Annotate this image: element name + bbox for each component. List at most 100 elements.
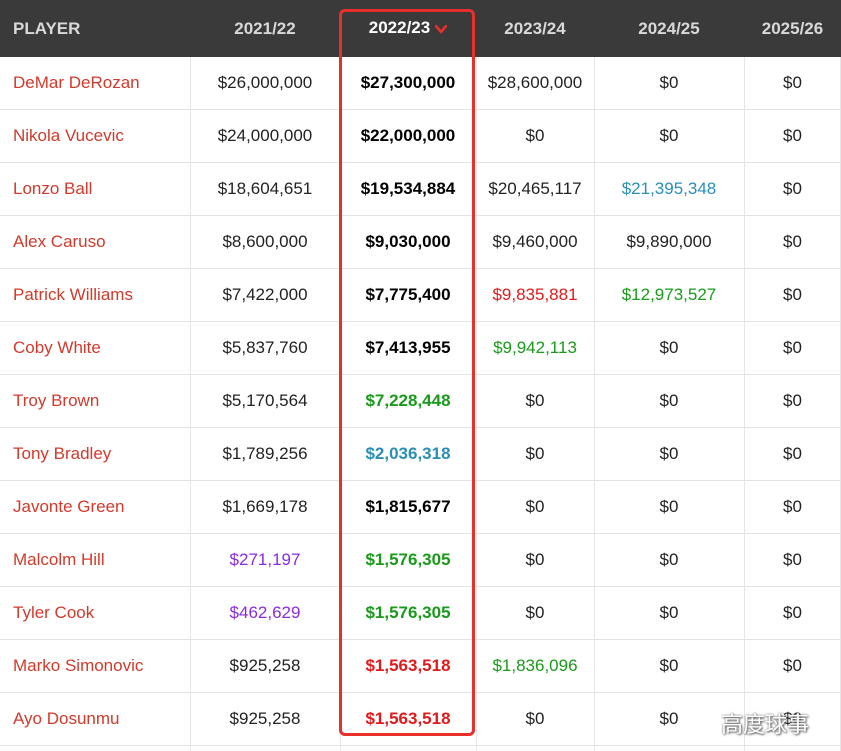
- player-link[interactable]: Ayo Dosunmu: [13, 709, 120, 728]
- header-2022-23-label: 2022/23: [368, 18, 431, 38]
- salary-2022-23: $19,534,884: [360, 179, 456, 198]
- table-row: Troy Brown $5,170,564 $7,228,448 $0 $0 $0: [0, 375, 841, 428]
- salary-2023-24: $9,942,113: [493, 338, 577, 357]
- player-link[interactable]: Alex Caruso: [13, 232, 106, 251]
- salary-2025-26: $0: [783, 338, 802, 357]
- salary-2022-23: $2,036,318: [365, 444, 451, 463]
- salary-2025-26: $0: [783, 285, 802, 304]
- table-row: Tyler Cook $462,629 $1,576,305 $0 $0 $0: [0, 587, 841, 640]
- salary-2024-25: $0: [659, 338, 679, 357]
- salary-2025-26: $0: [783, 444, 802, 463]
- salary-2022-23: $22,000,000: [360, 126, 456, 145]
- salary-2022-23: $7,413,955: [365, 338, 451, 357]
- salary-2025-26: $0: [783, 391, 802, 410]
- column-divider: [476, 57, 477, 751]
- player-link[interactable]: Marko Simonovic: [13, 656, 144, 675]
- salary-2023-24: $0: [525, 497, 545, 516]
- salary-2024-25: $0: [659, 126, 679, 145]
- salary-2025-26: $0: [783, 550, 802, 569]
- salary-2021-22: $24,000,000: [217, 126, 313, 145]
- table-row: Malcolm Hill $271,197 $1,576,305 $0 $0 $0: [0, 534, 841, 587]
- salary-2023-24: $9,835,881: [492, 285, 578, 304]
- salary-2021-22: $18,604,651: [217, 179, 313, 198]
- salary-2023-24: $20,465,117: [488, 179, 582, 198]
- salary-2021-22: $8,600,000: [222, 232, 308, 251]
- salary-2022-23: $9,030,000: [365, 232, 451, 251]
- salary-2023-24: $0: [525, 444, 545, 463]
- salary-2022-23: $7,228,448: [365, 391, 451, 410]
- header-2023-24[interactable]: 2023/24: [504, 18, 566, 38]
- salary-2025-26: $0: [783, 232, 802, 251]
- salary-2025-26: $0: [783, 497, 802, 516]
- table-row: Javonte Green $1,669,178 $1,815,677 $0 $0 $0: [0, 481, 841, 534]
- player-link[interactable]: Lonzo Ball: [13, 179, 93, 198]
- salary-2022-23: $1,576,305: [365, 603, 451, 622]
- salary-2024-25: $0: [659, 497, 679, 516]
- player-link[interactable]: Troy Brown: [13, 391, 100, 410]
- salary-2024-25: $12,973,527: [621, 285, 717, 304]
- salary-2021-22: $5,170,564: [222, 391, 308, 410]
- salary-2021-22: $925,258: [229, 656, 301, 675]
- salary-2021-22: $1,789,256: [222, 444, 308, 463]
- table-row: Patrick Williams $7,422,000 $7,775,400 $9,8…: [0, 269, 841, 322]
- table-body: DeMar DeRozan $26,000,000 $27,300,000 $28,6…: [0, 57, 841, 746]
- table-row: Ayo Dosunmu $925,258 $1,563,518 $0 $0 $0: [0, 693, 841, 746]
- salary-2023-24: $0: [525, 709, 545, 728]
- salary-2023-24: $0: [525, 550, 545, 569]
- column-divider: [190, 57, 191, 751]
- table-row: Marko Simonovic $925,258 $1,563,518 $1,836,…: [0, 640, 841, 693]
- player-link[interactable]: Malcolm Hill: [13, 550, 105, 569]
- player-link[interactable]: Nikola Vucevic: [13, 126, 124, 145]
- salary-2024-25: $9,890,000: [626, 232, 712, 251]
- salary-2021-22: $5,837,760: [222, 338, 308, 357]
- salary-2025-26: $0: [783, 179, 802, 198]
- salary-2023-24: $0: [525, 603, 545, 622]
- salary-2024-25: $0: [659, 550, 679, 569]
- watermark: 高度球事: [721, 713, 810, 738]
- salary-2023-24: $0: [525, 391, 545, 410]
- salary-2021-22: $462,629: [229, 603, 301, 622]
- salary-2022-23: $7,775,400: [365, 285, 451, 304]
- player-link[interactable]: DeMar DeRozan: [13, 73, 140, 92]
- salary-2022-23: $27,300,000: [360, 73, 456, 92]
- header-2022-23[interactable]: 2022/23: [340, 18, 476, 39]
- salary-2022-23: $1,563,518: [365, 656, 451, 675]
- salary-2022-23: $1,563,518: [365, 709, 451, 728]
- salary-2025-26: $0: [783, 73, 802, 92]
- salary-2023-24: $28,600,000: [487, 73, 583, 92]
- salary-2025-26: $0: [783, 656, 802, 675]
- salary-2024-25: $0: [659, 603, 679, 622]
- salary-2021-22: $1,669,178: [222, 497, 308, 516]
- table-row: DeMar DeRozan $26,000,000 $27,300,000 $28,6…: [0, 57, 841, 110]
- salary-2024-25: $21,395,348: [621, 179, 717, 198]
- salary-2021-22: $7,422,000: [222, 285, 308, 304]
- table-row: Tony Bradley $1,789,256 $2,036,318 $0 $0 $0: [0, 428, 841, 481]
- header-2021-22[interactable]: 2021/22: [234, 18, 296, 38]
- salary-2023-24: $1,836,096: [492, 656, 578, 675]
- header-2025-26[interactable]: 2025/26: [761, 18, 824, 38]
- salary-2022-23: $1,815,677: [365, 497, 451, 516]
- salary-2024-25: $0: [659, 391, 679, 410]
- table-row: Alex Caruso $8,600,000 $9,030,000 $9,460,00…: [0, 216, 841, 269]
- player-link[interactable]: Javonte Green: [13, 497, 125, 516]
- salary-2022-23: $1,576,305: [365, 550, 451, 569]
- header-2024-25[interactable]: 2024/25: [638, 18, 700, 38]
- chevron-down-icon[interactable]: [434, 19, 448, 39]
- player-link[interactable]: Tyler Cook: [13, 603, 95, 622]
- salary-2025-26: $0: [783, 126, 802, 145]
- column-divider: [744, 57, 745, 751]
- player-link[interactable]: Coby White: [13, 338, 101, 357]
- player-link[interactable]: Patrick Williams: [13, 285, 133, 304]
- salary-2023-24: $0: [525, 126, 545, 145]
- salary-2021-22: $925,258: [229, 709, 301, 728]
- highlight-box: [339, 9, 475, 736]
- table-row: Lonzo Ball $18,604,651 $19,534,884 $20,465,…: [0, 163, 841, 216]
- salary-2024-25: $0: [659, 656, 679, 675]
- salary-2025-26: $0: [783, 709, 802, 728]
- salary-2024-25: $0: [659, 444, 679, 463]
- salary-2024-25: $0: [659, 73, 679, 92]
- header-player[interactable]: PLAYER: [13, 18, 81, 38]
- salary-2023-24: $9,460,000: [492, 232, 578, 251]
- player-link[interactable]: Tony Bradley: [13, 444, 112, 463]
- salary-2025-26: $0: [783, 603, 802, 622]
